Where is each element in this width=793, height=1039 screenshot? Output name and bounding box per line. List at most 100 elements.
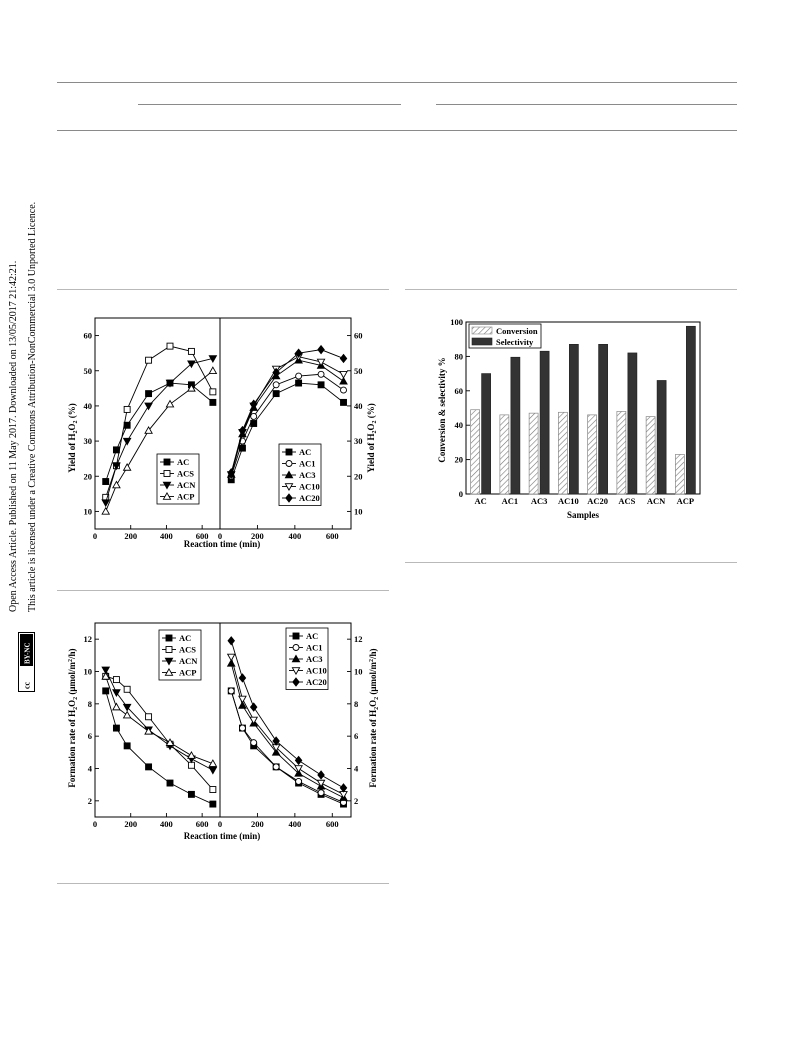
rate-right-series-ac1-point-5: [317, 789, 325, 797]
rate-right-xtick-label-400: 400: [288, 819, 301, 829]
license-link[interactable]: This article is licensed under a Creativ…: [27, 201, 38, 612]
yield-right-series-ac20-point-2: [249, 399, 258, 409]
rate-right-legend-ac10-swatch-marker: [291, 667, 301, 676]
rate-right-series-ac20-point-6: [339, 783, 348, 793]
yield-right-series-ac20-point-0: [227, 468, 236, 478]
rate-left-series-ac-point-4: [166, 779, 174, 787]
rate-right-legend-ac-swatch-marker: [292, 632, 300, 640]
bars-legend-conversion-label: Conversion: [496, 326, 538, 336]
yield-left-series-acn-point-1: [112, 462, 121, 471]
rate-right-series-ac1-point-1: [239, 724, 246, 732]
yield-left-series-ac-point-0: [102, 478, 110, 485]
yield-right-xtick-label-200: 200: [251, 531, 264, 541]
rate-right-ylabel: Formation rate of H2O2 (μmol/m2/h): [368, 648, 380, 787]
yield-right-ytick-label-20: 20: [354, 471, 363, 481]
yield-left-series-ac-point-2: [123, 421, 131, 429]
bar-selectivity-ac20: [598, 344, 608, 495]
yield-right-series-ac-point-6: [340, 398, 347, 406]
figure-top-rule-left: [57, 289, 389, 290]
bars-ytick-label-80: 80: [455, 351, 464, 361]
rate-right-ytick-label-12: 12: [354, 634, 363, 644]
bar-conversion-acp: [675, 454, 685, 495]
yield-right-xtick-label-400: 400: [288, 531, 301, 541]
rate-right-frame: [219, 622, 352, 818]
yield-left-legend-acs-label: ACS: [177, 469, 194, 479]
rate-left-series-acs-point-3: [145, 713, 153, 721]
yield-right-series-ac1-point-6: [340, 386, 347, 394]
yield-right-series-ac3-point-6: [339, 376, 348, 385]
yield-left-series-acn-point-2: [122, 437, 132, 446]
yield-left-ytick-label-40: 40: [84, 401, 93, 411]
yield-left-series-acn-point-6: [208, 355, 218, 363]
yield-right-series-ac-point-5: [317, 381, 325, 389]
yield-right-ytick-label-50: 50: [354, 366, 363, 376]
bars-legend-conversion-swatch: [471, 326, 493, 335]
yield-left-legend-acs-swatch-marker: [163, 470, 171, 477]
figure-bottom-rule-rate: [57, 883, 389, 884]
rate-left-series-acs-point-2: [123, 685, 131, 693]
rate-left-series-acp-point-5: [187, 751, 196, 759]
yield-left-series-acs-point-4: [166, 342, 174, 350]
conversion-selectivity-figure: 0 20 40 60 80 100 AC AC1 AC3 AC10 AC20 ACS ACN ACP Con…: [437, 317, 701, 520]
yield-left-ytick-label-30: 30: [84, 436, 93, 446]
rate-right-series-ac20-point-0: [227, 636, 236, 646]
rate-right-series-ac20-point-3: [272, 736, 280, 746]
yield-left-legend-ac-swatch-marker: [163, 458, 171, 466]
yield-left-xtick-label-400: 400: [160, 531, 173, 541]
rate-right-legend-ac10-label: AC10: [306, 666, 327, 676]
figure-bottom-rule-left: [57, 590, 389, 591]
rate-left-series-acs-point-6: [209, 786, 217, 793]
rate-left-series-acn-point-2: [122, 703, 132, 712]
yield-left-series-acp-point-1: [112, 480, 121, 489]
rate-left-series-acp-point-4: [165, 738, 175, 746]
yield-right-series-ac1-point-4: [295, 372, 303, 380]
rate-left-series-acp-line: [105, 676, 214, 765]
figure-bottom-rule-right: [405, 562, 737, 563]
yield-left-legend-ac-label: AC: [177, 457, 189, 467]
rate-right-series-ac-line: [230, 690, 344, 805]
yield-right-ytick-label-30: 30: [354, 436, 363, 446]
rate-left-xtick-label-0: 0: [93, 819, 97, 829]
yield-left-xtick-label-600: 600: [196, 531, 209, 541]
rate-right-series-ac3-point-1: [238, 700, 247, 709]
bar-selectivity-ac: [481, 373, 491, 495]
rate-left-series-acp-point-3: [144, 726, 153, 735]
bars-category-label-ac1: AC1: [502, 496, 519, 506]
yield-right-xtick-label-0: 0: [218, 531, 222, 541]
rate-left-legend-acn-label: ACN: [179, 656, 198, 666]
rate-right-series-ac20-point-2: [249, 702, 258, 712]
bars-category-label-acn: ACN: [647, 496, 666, 506]
bar-selectivity-acs: [627, 352, 638, 495]
rate-left-series-ac-point-2: [123, 742, 131, 750]
yield-right-ytick-label-40: 40: [354, 401, 363, 411]
yield-left-series-ac-point-1: [112, 446, 120, 454]
rate-right-xtick-label-0: 0: [218, 819, 222, 829]
yield-left-series-ac-point-6: [209, 398, 217, 406]
yield-right-series-ac20-point-1: [238, 425, 247, 436]
rate-left-ylabel: Formation rate of H2O2 (μmol/m2/h): [67, 648, 79, 787]
bars-category-label-acp: ACP: [677, 496, 694, 506]
yield-left-series-acs-point-3: [145, 356, 153, 364]
rate-left-ytick-label-8: 8: [88, 699, 92, 709]
table-header-rule: [57, 130, 737, 131]
rate-left-series-acp-point-2: [122, 710, 132, 719]
yield-right-legend-ac10-label: AC10: [299, 482, 320, 492]
bar-conversion-ac10: [558, 411, 568, 495]
yield-left-legend-acn-swatch-marker: [162, 481, 172, 490]
yield-left-series-acn-point-4: [165, 379, 175, 388]
yield-left-series-acs-point-5: [187, 347, 195, 355]
rate-left-series-acs-line: [105, 675, 214, 790]
yield-right-legend-ac1-label: AC1: [299, 459, 316, 469]
license-sidebar: Open Access Article. Published on 11 May…: [0, 0, 50, 680]
yield-left-series-acn-point-5: [187, 360, 196, 369]
rate-right-series-ac10-point-2: [249, 716, 259, 725]
bar-conversion-ac: [470, 409, 480, 495]
rate-left-series-ac-point-3: [145, 763, 153, 771]
rate-right-legend-ac1-label: AC1: [306, 643, 323, 653]
bar-conversion-ac1: [499, 414, 510, 495]
cc-license-badge[interactable]: cc BY-NC: [18, 632, 35, 692]
